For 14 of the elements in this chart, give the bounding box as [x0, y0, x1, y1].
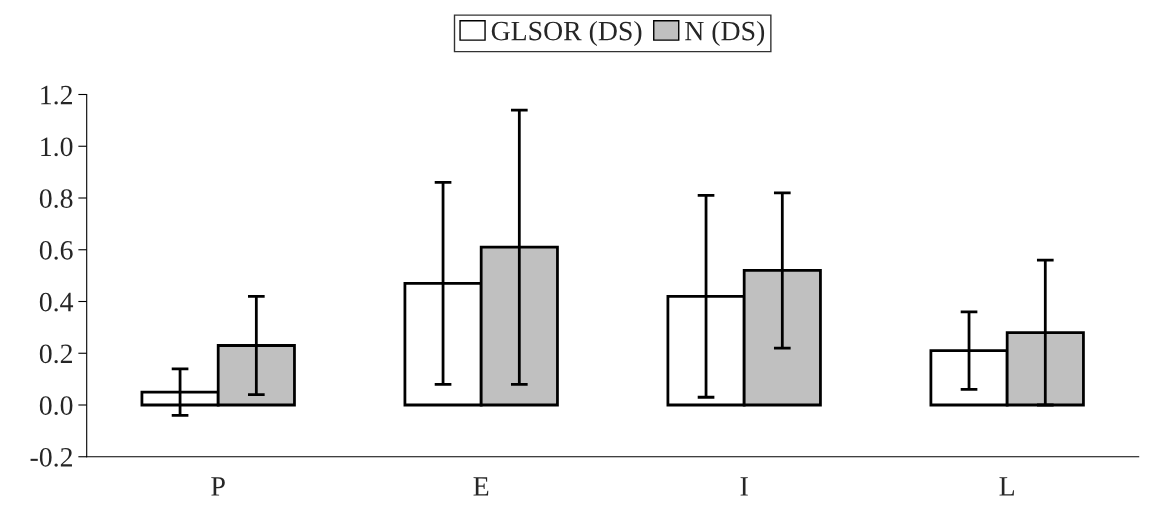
x-tick-label: I: [740, 477, 748, 496]
x-tick-label: L: [999, 477, 1014, 496]
y-tick-label: 0.6: [39, 240, 73, 260]
y-tick-label: 1.2: [41, 85, 72, 105]
x-tick-label: P: [211, 477, 225, 496]
y-tick-label: -0.2: [30, 447, 72, 467]
x-tick-label: E: [473, 477, 489, 496]
y-tick-label: 0.4: [39, 292, 74, 312]
y-tick-label: 1.0: [41, 137, 73, 157]
legend-label: N (DS): [685, 20, 765, 47]
legend-label: GLSOR (DS): [491, 20, 642, 47]
y-tick-label: 0.8: [39, 189, 73, 209]
y-tick-label: 0.0: [39, 396, 73, 416]
y-tick-label: 0.2: [39, 344, 72, 364]
